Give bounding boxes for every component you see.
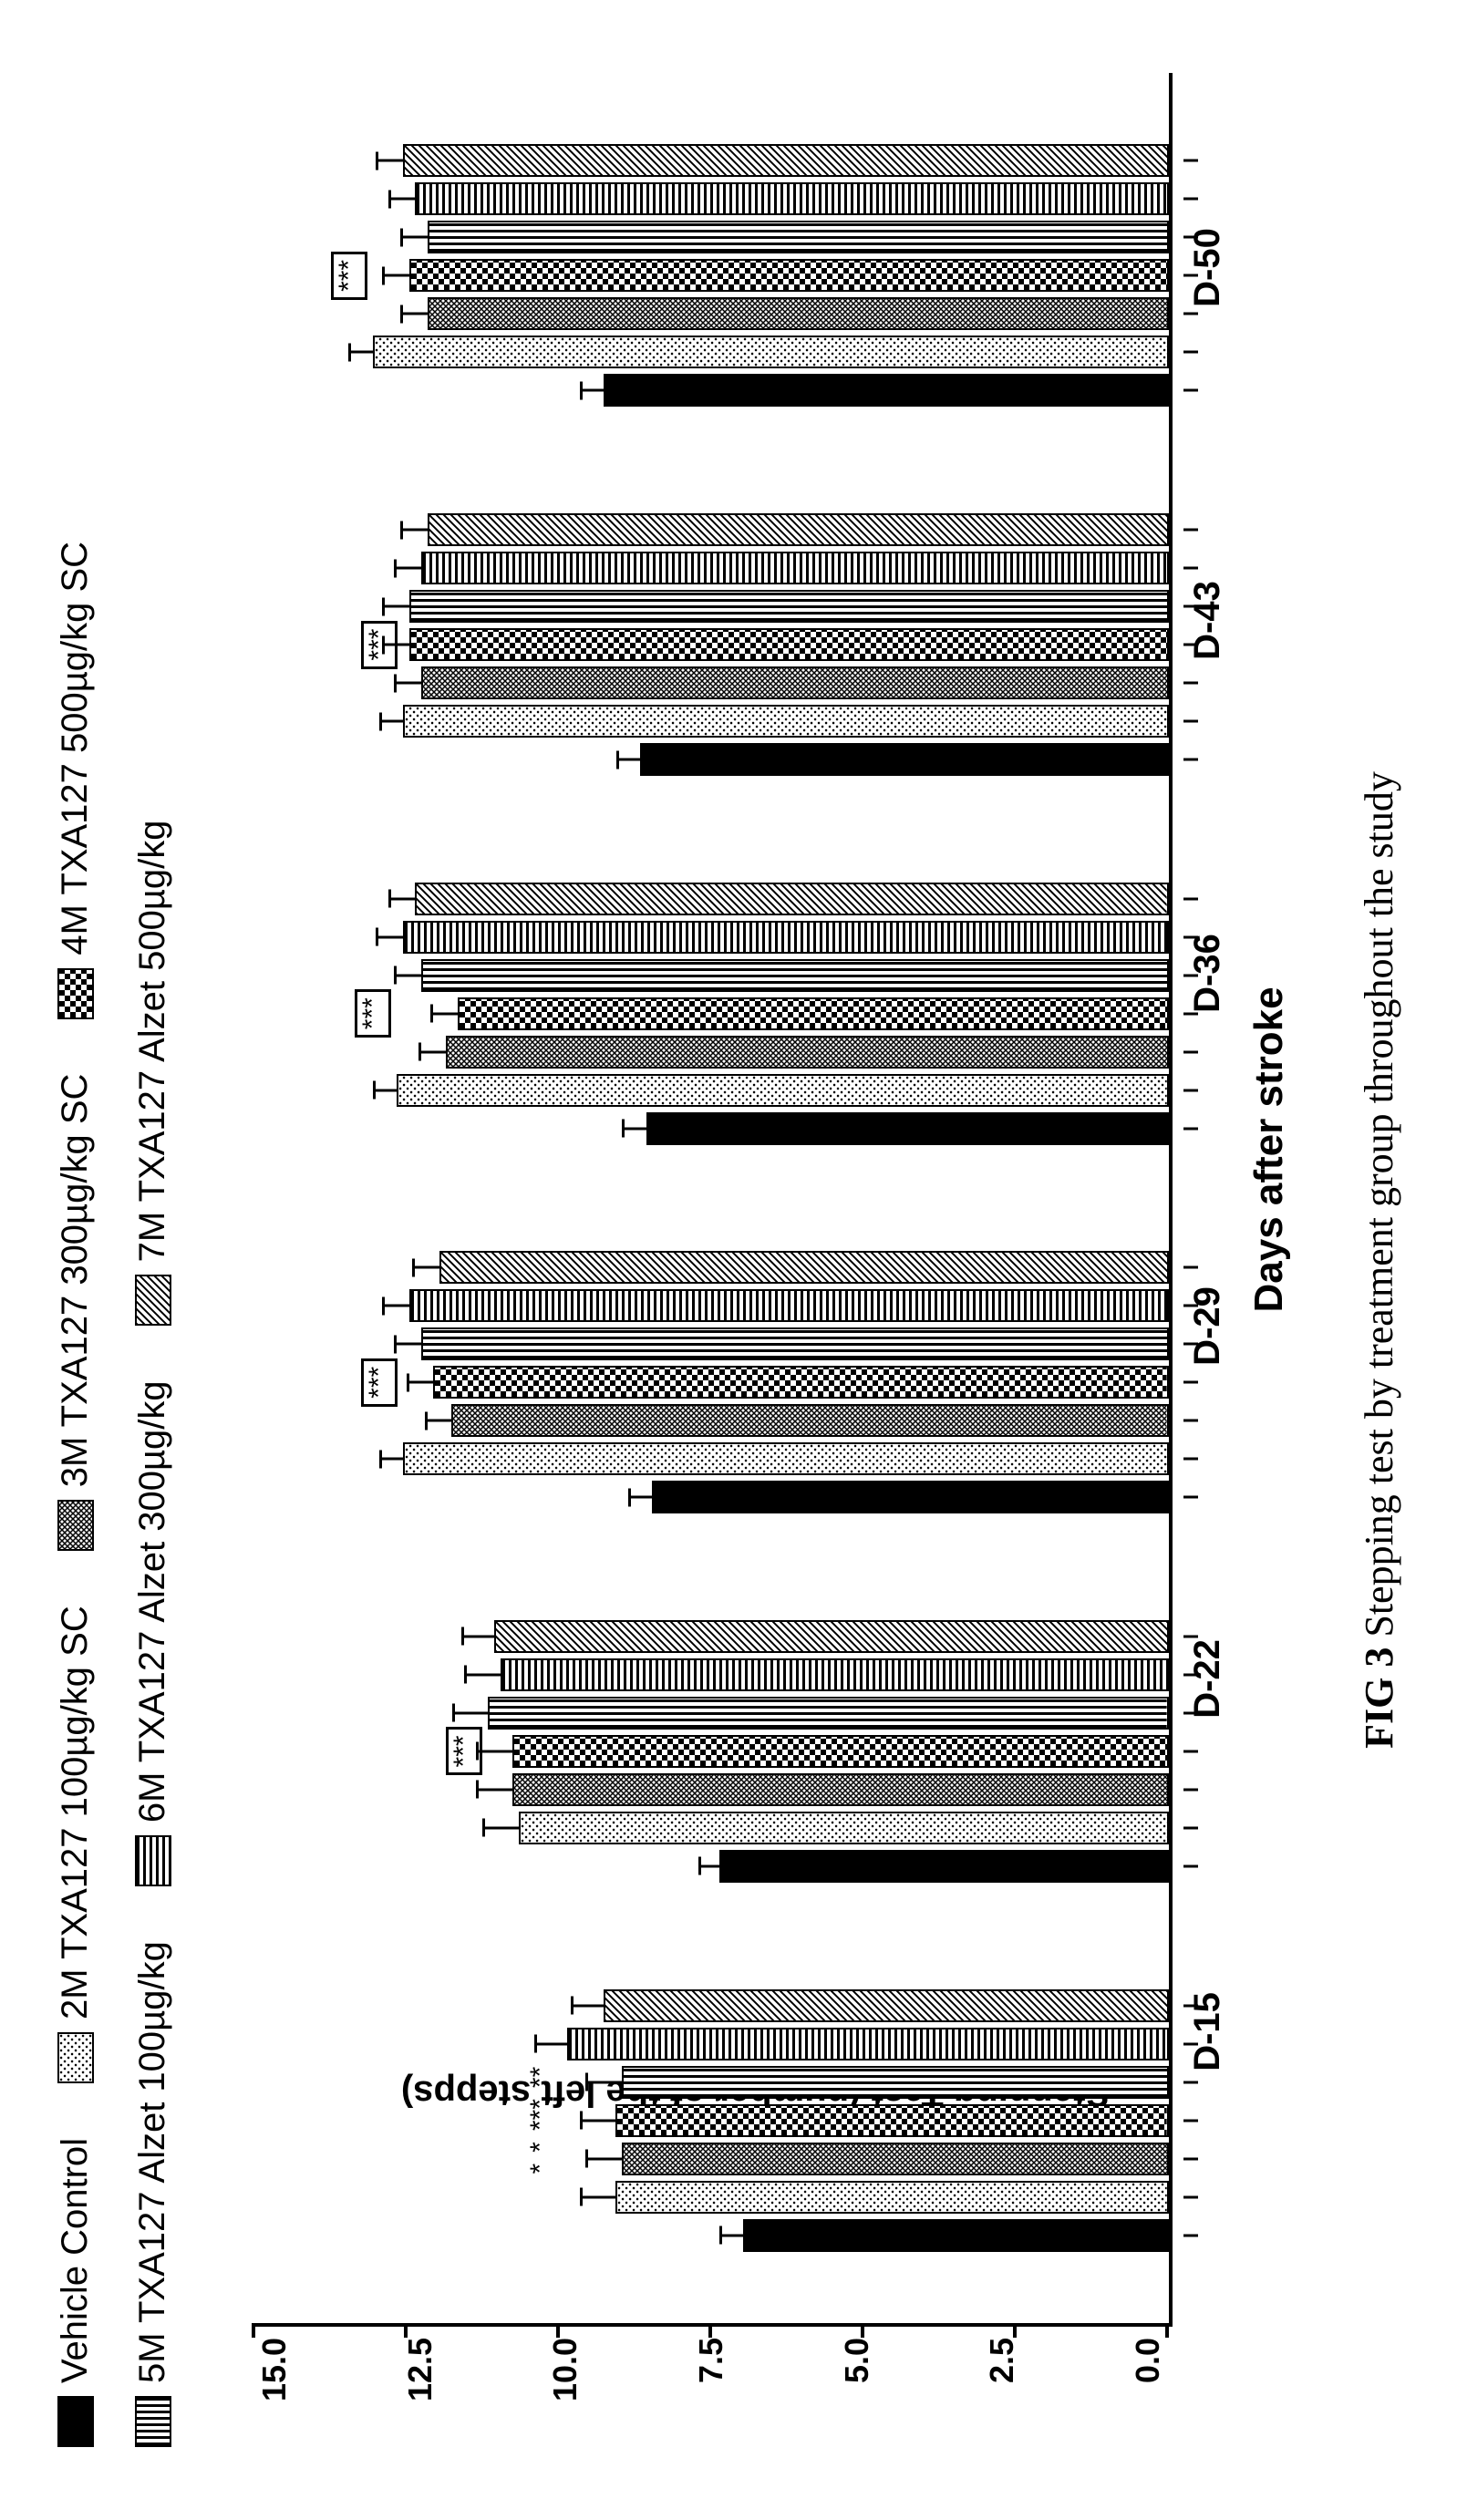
figure-caption-text: Stepping test by treatment group through… [1357,771,1401,1647]
bar [403,921,1169,954]
legend-item: 3M TXA127 300µg/kg SC [55,1074,96,1552]
bar [615,2181,1169,2214]
bar [409,259,1169,292]
bar [719,1850,1169,1883]
significance-annotation: *** [331,144,367,407]
legend-label: 3M TXA127 300µg/kg SC [55,1074,96,1488]
bar [421,552,1169,584]
bar [409,628,1169,661]
bar [403,705,1169,738]
bar [640,743,1169,776]
bar [415,182,1169,215]
significance-annotation: ******* [525,1989,556,2252]
bar [428,513,1169,546]
chart-area: Stepping Test (number of the left stepps… [219,73,1292,2447]
significance-annotation: *** [355,883,391,1145]
y-tick-label: 7.5 [692,2338,730,2383]
bar [458,997,1169,1030]
bar-group: ******* [567,1989,1169,2252]
bar-groups: ********************** [255,73,1169,2323]
bar [615,2104,1169,2137]
figure-caption-prefix: FIG 3 [1357,1647,1401,1749]
legend-label: 7M TXA127 Alzet 500µg/kg [132,821,173,1263]
bar [494,1620,1169,1653]
bar [421,666,1169,699]
bar [652,1481,1169,1513]
bar [501,1658,1169,1691]
bar [428,297,1169,330]
legend-item: 5M TXA127 Alzet 100µg/kg [132,1941,173,2447]
y-tick-label: 0.0 [1129,2338,1167,2383]
bar [433,1366,1169,1399]
x-tick-label: D-22 [1187,1503,1228,1855]
bar [604,1989,1169,2022]
legend-label: Vehicle Control [55,2138,96,2383]
legend-swatch [57,2032,94,2083]
legend-swatch [135,1275,171,1326]
bar [646,1112,1169,1145]
significance-annotation: *** [361,1251,398,1513]
bar-group: *** [397,883,1169,1145]
x-tick-label: D-43 [1187,444,1228,797]
bar [397,1074,1169,1107]
bar [512,1735,1169,1768]
bar [415,883,1169,915]
bar [622,2143,1169,2175]
y-tick-label: 5.0 [838,2338,876,2383]
legend-label: 6M TXA127 Alzet 300µg/kg [132,1380,173,1823]
legend-item: 4M TXA127 500µg/kg SC [55,542,96,1019]
bar [512,1773,1169,1806]
y-tickmarks [255,2323,1169,2338]
bar [403,144,1169,177]
legend-item: 7M TXA127 Alzet 500µg/kg [132,821,173,1327]
y-tick-label: 15.0 [255,2338,294,2401]
y-tick-label: 2.5 [983,2338,1021,2383]
legend-item: Vehicle Control [55,2138,96,2447]
bar-group: *** [373,144,1169,407]
legend-label: 2M TXA127 100µg/kg SC [55,1606,96,2019]
bar [743,2219,1169,2252]
legend-swatch [135,1835,171,1886]
y-axis-ticks: 15.0 12.5 10.0 7.5 5.0 2.5 0.0 [255,2327,1167,2401]
bar [622,2066,1169,2099]
bar [428,221,1169,253]
bar [519,1812,1169,1844]
legend-swatch [135,2396,171,2447]
legend-label: 5M TXA127 Alzet 100µg/kg [132,1941,173,2383]
legend-item: 6M TXA127 Alzet 300µg/kg [132,1380,173,1886]
x-axis-title: Days after stroke [1246,73,1292,2226]
bar [409,590,1169,623]
x-tick-label: D-15 [1187,1855,1228,2208]
bar [439,1251,1169,1284]
bar [421,1327,1169,1360]
bar [604,374,1169,407]
bar [488,1697,1169,1730]
legend-swatch [57,2396,94,2447]
y-axis-label-wrap: Stepping Test (number of the left stepps… [219,2401,1292,2447]
legend-swatch [57,1500,94,1551]
legend-item: 2M TXA127 100µg/kg SC [55,1606,96,2083]
bar [403,1442,1169,1475]
bar-group: *** [403,513,1169,776]
plot-area: ********************** [255,73,1173,2327]
figure-caption: FIG 3 Stepping test by treatment group t… [1356,73,1402,2447]
bar [451,1404,1169,1437]
bar-group: *** [488,1620,1169,1883]
y-tick-label: 10.0 [546,2338,584,2401]
bar-group: *** [403,1251,1169,1513]
legend-label: 4M TXA127 500µg/kg SC [55,542,96,955]
bar [567,2028,1169,2060]
legend-swatch [57,968,94,1019]
bar [409,1289,1169,1322]
bar [373,336,1169,368]
bar [421,959,1169,992]
x-tick-label: D-29 [1187,1150,1228,1503]
bar [446,1036,1169,1069]
x-axis-labels: D-15D-22D-29D-36D-43D-50 [1187,73,1228,2226]
y-tick-label: 12.5 [401,2338,439,2401]
legend: Vehicle Control 2M TXA127 100µg/kg SC 3M T… [55,73,173,2447]
